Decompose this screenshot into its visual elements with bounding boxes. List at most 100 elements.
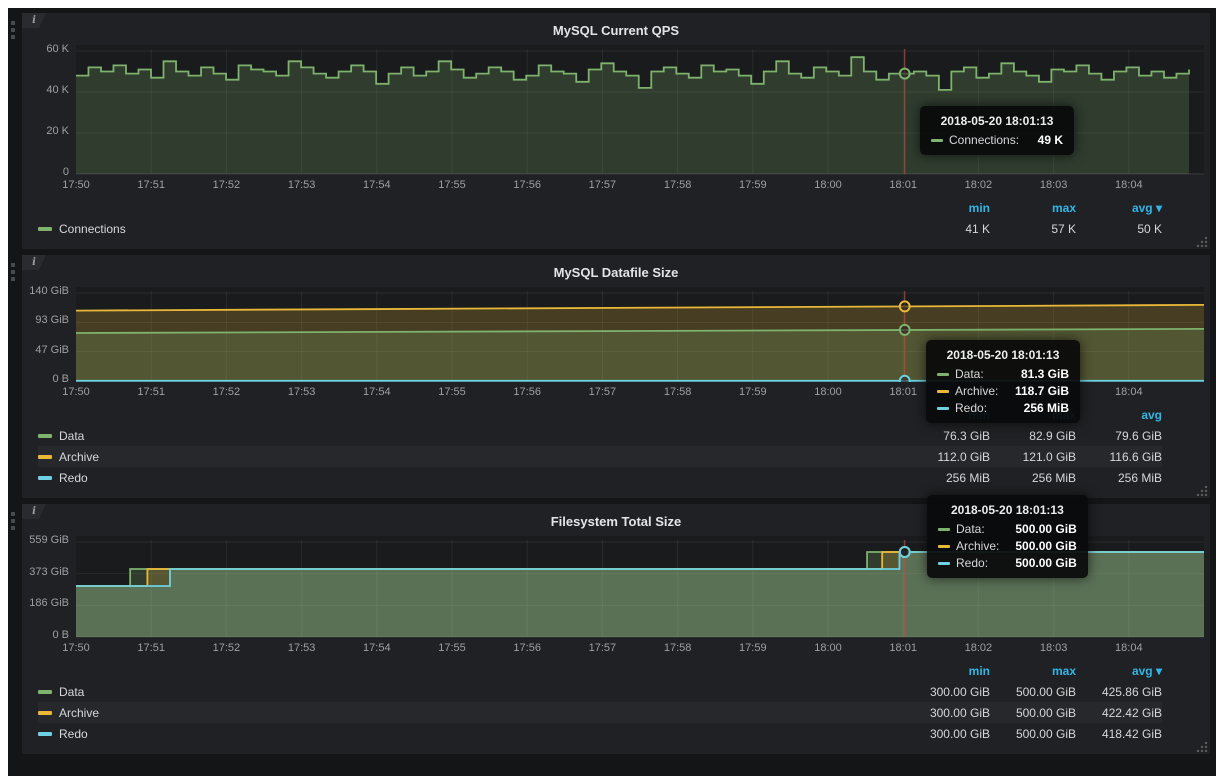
tooltip-series-value: 49 K [1037,133,1063,147]
y-tick-label: 93 GiB [35,314,69,327]
panel-title[interactable]: Filesystem Total Size [550,514,682,529]
tooltip-series-name: Archive: [956,539,1000,553]
legend: min max avg ▾ Connections 41 K 57 K 50 K [26,195,1206,239]
legend-sort-max[interactable]: max [1051,663,1076,678]
legend-rows: Data 76.3 GiB 82.9 GiB 79.6 GiB Archive 112.0… [38,425,1162,488]
x-axis: 17:50 17:51 17:52 17:53 17:54 17:55 17:56 17:57… [62,638,1204,658]
legend-min-value: 112.0 GiB [937,449,990,464]
x-axis: 17:50 17:51 17:52 17:53 17:54 17:55 17:56 17:57… [62,175,1204,195]
legend-max-value: 82.9 GiB [1029,428,1076,443]
resize-handle-icon[interactable] [1196,484,1208,496]
resize-handle-icon[interactable] [1196,740,1208,752]
y-tick-label: 60 K [46,43,69,55]
tooltip-qps: 2018-05-20 18:01:13 Connections: 49 K [920,106,1074,155]
tooltip-filesystem: 2018-05-20 18:01:13 Data: 500.00 GiB Archi… [927,495,1088,578]
x-tick-label: 18:04 [1115,386,1143,398]
resize-handle-icon[interactable] [1196,235,1208,247]
x-tick-label: 17:56 [513,642,541,654]
info-icon: i [32,506,36,517]
x-tick-label: 17:50 [62,386,90,398]
series-color-dash-icon [938,561,950,565]
tooltip-series-name: Data: [956,522,985,536]
x-tick-label: 18:01 [889,386,917,398]
legend: min max avg ▾ Data 300.00 GiB 500.00 GiB 425.… [26,658,1206,744]
panel-drag-handle[interactable] [11,512,15,530]
legend-sort-min[interactable]: min [968,200,990,215]
legend-row: Archive 300.00 GiB 500.00 GiB 422.42 GiB [38,702,1162,723]
x-tick-label: 17:51 [137,386,165,398]
tooltip-series-row: Archive: 118.7 GiB [937,384,1069,398]
legend-min-value: 300.00 GiB [929,705,990,720]
panel-filesystem-total-size: i Filesystem Total Size 559 GiB 373 GiB 18… [11,504,1210,754]
legend-min-value: 41 K [965,221,990,236]
legend-series-name[interactable]: Archive [59,449,100,464]
panel-drag-handle[interactable] [11,263,15,281]
series-color-dash-icon [38,710,52,715]
legend-sort-avg[interactable]: avg ▾ [1131,663,1162,678]
legend-sort-avg[interactable]: avg ▾ [1131,200,1162,215]
tooltip-series-row: Redo: 256 MiB [937,401,1069,415]
filesystem-chart [76,536,1204,638]
legend-header: min max avg ▾ [38,660,1162,681]
legend-sort-min[interactable]: min [968,663,990,678]
legend-sort-avg[interactable]: avg [1141,407,1162,422]
panel-info-corner[interactable]: i [22,13,46,28]
legend-series-name[interactable]: Redo [59,470,88,485]
series-color-dash-icon [38,475,52,480]
legend-avg-value: 422.42 GiB [1101,705,1162,720]
x-tick-label: 17:55 [438,179,466,191]
x-tick-label: 17:57 [588,642,617,654]
series-color-dash-icon [938,544,950,548]
x-tick-label: 18:00 [814,386,842,398]
tooltip-series-name: Redo: [955,401,988,415]
legend-rows: Data 300.00 GiB 500.00 GiB 425.86 GiB Archiv… [38,681,1162,744]
tooltip-rows: Data: 81.3 GiB Archive: 118.7 GiB Redo: 256 M… [937,367,1069,415]
legend-row: Archive 112.0 GiB 121.0 GiB 116.6 GiB [38,446,1162,467]
y-tick-label: 47 GiB [35,343,69,356]
legend-sort-max[interactable]: max [1051,200,1076,215]
panel-title[interactable]: MySQL Datafile Size [553,265,679,280]
x-tick-label: 17:54 [363,179,391,191]
legend-series-name[interactable]: Connections [59,221,126,236]
tooltip-rows: Connections: 49 K [931,133,1063,147]
x-tick-label: 17:52 [212,642,241,654]
x-tick-label: 17:56 [513,386,541,398]
x-tick-label: 17:59 [739,386,767,398]
x-tick-label: 17:50 [62,179,90,191]
panel-drag-handle[interactable] [11,21,15,39]
panel-info-corner[interactable]: i [22,255,46,270]
x-tick-label: 18:00 [814,179,842,191]
tooltip-series-value: 256 MiB [1023,401,1069,415]
series-color-dash-icon [938,527,950,531]
tooltip-timestamp: 2018-05-20 18:01:13 [950,503,1064,517]
x-tick-label: 17:50 [62,642,90,654]
legend-row: Redo 300.00 GiB 500.00 GiB 418.42 GiB [38,723,1162,744]
series-color-dash-icon [937,372,949,376]
series-color-dash-icon [38,226,52,231]
legend-series-name[interactable]: Data [59,684,85,699]
legend-min-value: 256 MiB [945,470,990,485]
tooltip-series-value: 118.7 GiB [1014,384,1069,398]
panel-info-corner[interactable]: i [22,504,46,519]
legend-max-value: 500.00 GiB [1015,726,1076,741]
x-tick-label: 18:03 [1039,642,1068,654]
legend-row: Data 76.3 GiB 82.9 GiB 79.6 GiB [38,425,1162,446]
legend-series-name[interactable]: Data [59,428,85,443]
y-tick-label: 0 B [52,629,69,641]
panel-title[interactable]: MySQL Current QPS [552,23,680,38]
series-color-dash-icon [38,454,52,459]
legend-series-name[interactable]: Archive [59,705,100,720]
tooltip-series-name: Redo: [956,556,989,570]
legend-max-value: 57 K [1051,221,1076,236]
legend-row: Connections 41 K 57 K 50 K [38,218,1162,239]
x-tick-label: 17:53 [287,642,316,654]
legend-max-value: 500.00 GiB [1015,684,1076,699]
info-icon: i [32,15,36,26]
legend-series-name[interactable]: Redo [59,726,88,741]
x-tick-label: 18:04 [1115,642,1143,654]
plot-area[interactable] [76,287,1204,382]
legend-rows: Connections 41 K 57 K 50 K [38,218,1162,239]
y-tick-label: 373 GiB [29,565,69,578]
